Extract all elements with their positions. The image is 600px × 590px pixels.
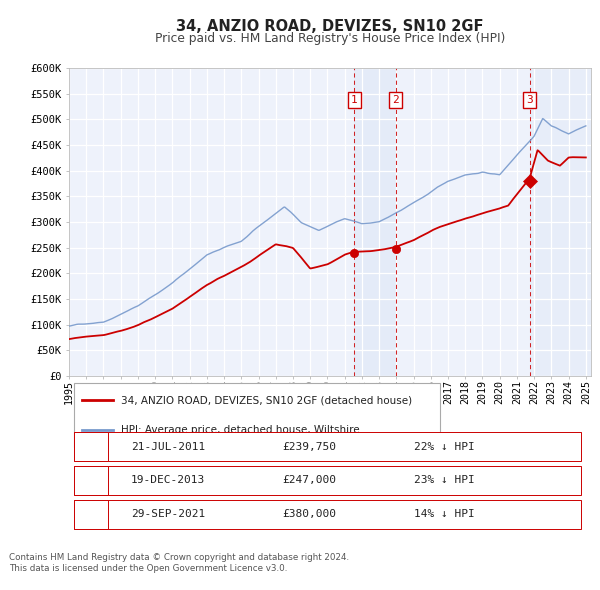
Text: 21-JUL-2011: 21-JUL-2011 xyxy=(131,441,205,451)
Text: £239,750: £239,750 xyxy=(282,441,336,451)
FancyBboxPatch shape xyxy=(74,432,581,461)
Text: 1: 1 xyxy=(351,95,358,105)
FancyBboxPatch shape xyxy=(74,466,581,495)
FancyBboxPatch shape xyxy=(74,500,108,529)
Text: £380,000: £380,000 xyxy=(282,509,336,519)
Text: 3: 3 xyxy=(88,508,95,521)
Text: 19-DEC-2013: 19-DEC-2013 xyxy=(131,476,205,486)
FancyBboxPatch shape xyxy=(74,466,108,495)
Text: £247,000: £247,000 xyxy=(282,476,336,486)
Text: 3: 3 xyxy=(526,95,533,105)
FancyBboxPatch shape xyxy=(74,500,581,529)
Text: 29-SEP-2021: 29-SEP-2021 xyxy=(131,509,205,519)
Bar xyxy=(530,68,591,376)
Text: HPI: Average price, detached house, Wiltshire: HPI: Average price, detached house, Wilt… xyxy=(121,425,360,435)
Text: 2: 2 xyxy=(88,474,95,487)
Bar xyxy=(354,68,396,376)
Text: 34, ANZIO ROAD, DEVIZES, SN10 2GF (detached house): 34, ANZIO ROAD, DEVIZES, SN10 2GF (detac… xyxy=(121,395,412,405)
Text: Price paid vs. HM Land Registry's House Price Index (HPI): Price paid vs. HM Land Registry's House … xyxy=(155,32,505,45)
Text: 34, ANZIO ROAD, DEVIZES, SN10 2GF: 34, ANZIO ROAD, DEVIZES, SN10 2GF xyxy=(176,19,484,34)
FancyBboxPatch shape xyxy=(74,432,108,461)
Text: 2: 2 xyxy=(392,95,399,105)
Text: Contains HM Land Registry data © Crown copyright and database right 2024.
This d: Contains HM Land Registry data © Crown c… xyxy=(9,553,349,573)
Text: 1: 1 xyxy=(88,440,95,453)
Text: 22% ↓ HPI: 22% ↓ HPI xyxy=(415,441,475,451)
Text: 23% ↓ HPI: 23% ↓ HPI xyxy=(415,476,475,486)
Text: 14% ↓ HPI: 14% ↓ HPI xyxy=(415,509,475,519)
FancyBboxPatch shape xyxy=(74,383,440,447)
